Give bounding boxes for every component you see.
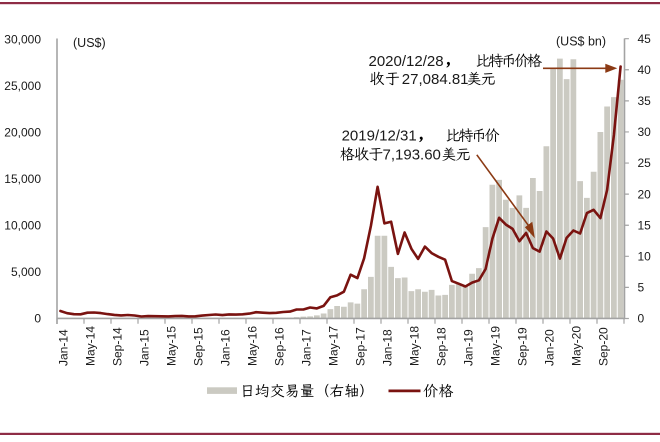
svg-text:May-20: May-20 <box>569 326 583 366</box>
svg-text:Sep-16: Sep-16 <box>272 327 286 366</box>
svg-text:Jan-16: Jan-16 <box>218 329 232 366</box>
svg-text:May-18: May-18 <box>407 326 421 366</box>
svg-text:May-17: May-17 <box>326 326 340 366</box>
svg-text:20: 20 <box>638 187 652 201</box>
svg-text:(US$): (US$) <box>73 36 106 50</box>
svg-text:25,000: 25,000 <box>4 79 41 93</box>
svg-text:5: 5 <box>638 281 645 295</box>
svg-text:May-15: May-15 <box>164 326 178 366</box>
svg-text:Jan-19: Jan-19 <box>461 329 475 366</box>
svg-text:30: 30 <box>638 125 652 139</box>
svg-text:7,193.60: 7,193.60 <box>383 146 441 163</box>
svg-text:0: 0 <box>34 312 41 326</box>
svg-text:20,000: 20,000 <box>4 126 41 140</box>
svg-text:15: 15 <box>638 218 652 232</box>
svg-text:Jan-20: Jan-20 <box>542 329 556 366</box>
svg-text:Jan-18: Jan-18 <box>380 329 394 366</box>
svg-text:Sep-19: Sep-19 <box>515 327 529 366</box>
svg-text:May-14: May-14 <box>83 326 97 366</box>
svg-text:10,000: 10,000 <box>4 219 41 233</box>
svg-text:25: 25 <box>638 156 652 170</box>
svg-text:May-16: May-16 <box>245 326 259 366</box>
svg-text:Jan-14: Jan-14 <box>56 329 70 366</box>
svg-text:45: 45 <box>638 32 652 46</box>
svg-text:Sep-14: Sep-14 <box>110 327 124 366</box>
svg-text:5,000: 5,000 <box>11 265 41 279</box>
svg-text:10: 10 <box>638 250 652 264</box>
svg-text:30,000: 30,000 <box>4 33 41 47</box>
svg-text:27,084.81: 27,084.81 <box>402 71 469 88</box>
svg-text:(US$ bn): (US$ bn) <box>556 35 606 49</box>
svg-text:Sep-18: Sep-18 <box>434 327 448 366</box>
svg-text:40: 40 <box>638 63 652 77</box>
svg-text:May-19: May-19 <box>488 326 502 366</box>
svg-text:2019/12/31: 2019/12/31 <box>342 128 417 145</box>
svg-text:15,000: 15,000 <box>4 172 41 186</box>
svg-text:0: 0 <box>638 312 645 326</box>
svg-text:Sep-20: Sep-20 <box>596 327 610 366</box>
svg-text:Jan-17: Jan-17 <box>299 329 313 366</box>
svg-text:35: 35 <box>638 94 652 108</box>
svg-text:Sep-17: Sep-17 <box>353 327 367 366</box>
svg-text:2020/12/28: 2020/12/28 <box>369 53 444 70</box>
svg-text:Jan-15: Jan-15 <box>137 329 151 366</box>
svg-text:Sep-15: Sep-15 <box>191 327 205 366</box>
